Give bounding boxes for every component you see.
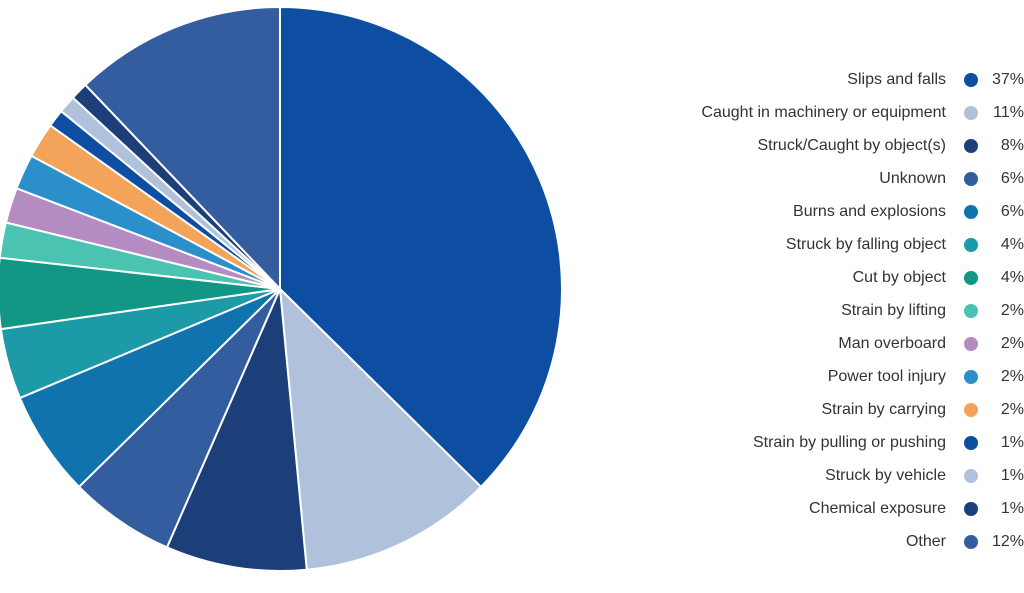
legend-label: Burns and explosions	[793, 202, 946, 220]
legend-value: 6%	[1000, 202, 1024, 220]
legend-item: Unknown 6%	[604, 162, 1024, 195]
legend-swatch	[964, 237, 978, 252]
legend-value: 11%	[993, 103, 1024, 121]
legend-value: 2%	[1000, 301, 1024, 319]
legend-value: 2%	[1000, 400, 1024, 418]
legend-item: Strain by lifting 2%	[604, 294, 1024, 327]
legend-value: 6%	[1000, 169, 1024, 187]
pie-slice-struck-caught-by-object-s	[165, 288, 308, 572]
legend-label: Chemical exposure	[809, 499, 946, 517]
legend-item: Strain by carrying 2%	[604, 393, 1024, 426]
legend-item: Struck by falling object 4%	[604, 228, 1024, 261]
pie-slices	[0, 6, 563, 572]
legend-value: 1%	[1000, 466, 1024, 484]
legend: Slips and falls 37% Caught in machinery or…	[604, 63, 1024, 558]
pie-slice-other	[84, 6, 281, 290]
legend-label: Unknown	[879, 169, 946, 187]
legend-swatch	[964, 468, 978, 483]
legend-item: Cut by object 4%	[604, 261, 1024, 294]
legend-item: Struck by vehicle 1%	[604, 459, 1024, 492]
pie-slice-caught-in-machinery-or-equipment	[279, 288, 482, 571]
legend-swatch	[964, 402, 978, 417]
pie-slice-slips-and-falls	[279, 6, 563, 488]
legend-label: Strain by lifting	[841, 301, 946, 319]
legend-label: Struck by falling object	[785, 235, 946, 253]
legend-item: Slips and falls 37%	[604, 63, 1024, 96]
legend-swatch	[964, 72, 978, 87]
legend-swatch	[964, 138, 978, 153]
legend-label: Cut by object	[852, 268, 946, 286]
legend-value: 4%	[1000, 235, 1024, 253]
legend-label: Man overboard	[838, 334, 946, 352]
legend-swatch	[964, 534, 978, 549]
legend-value: 2%	[1000, 334, 1024, 352]
legend-item: Other 12%	[604, 525, 1024, 558]
legend-label: Slips and falls	[847, 70, 946, 88]
legend-label: Strain by pulling or pushing	[752, 433, 946, 451]
legend-value: 1%	[1000, 499, 1024, 517]
legend-swatch	[964, 303, 978, 318]
legend-label: Struck/Caught by object(s)	[757, 136, 946, 154]
legend-swatch	[964, 336, 978, 351]
legend-item: Power tool injury 2%	[604, 360, 1024, 393]
legend-swatch	[964, 369, 978, 384]
legend-item: Struck/Caught by object(s) 8%	[604, 129, 1024, 162]
legend-value: 2%	[1000, 367, 1024, 385]
legend-swatch	[964, 435, 978, 450]
legend-item: Burns and explosions 6%	[604, 195, 1024, 228]
legend-label: Struck by vehicle	[825, 466, 946, 484]
legend-label: Power tool injury	[827, 367, 946, 385]
legend-swatch	[964, 204, 978, 219]
legend-value: 1%	[1000, 433, 1024, 451]
legend-swatch	[964, 171, 978, 186]
pie-slice-cut-by-object	[0, 256, 281, 331]
pie-chart	[0, 6, 563, 572]
legend-label: Strain by carrying	[821, 400, 947, 418]
legend-value: 8%	[1000, 136, 1024, 154]
legend-swatch	[964, 105, 978, 120]
legend-value: 12%	[991, 532, 1024, 550]
legend-value: 4%	[1000, 268, 1024, 286]
legend-item: Chemical exposure 1%	[604, 492, 1024, 525]
legend-value: 37%	[991, 70, 1024, 88]
legend-item: Caught in machinery or equipment 11%	[604, 96, 1024, 129]
legend-swatch	[964, 501, 978, 516]
legend-item: Strain by pulling or pushing 1%	[604, 426, 1024, 459]
legend-label: Other	[905, 532, 946, 550]
legend-swatch	[964, 270, 978, 285]
legend-item: Man overboard 2%	[604, 327, 1024, 360]
legend-label: Caught in machinery or equipment	[701, 103, 946, 121]
